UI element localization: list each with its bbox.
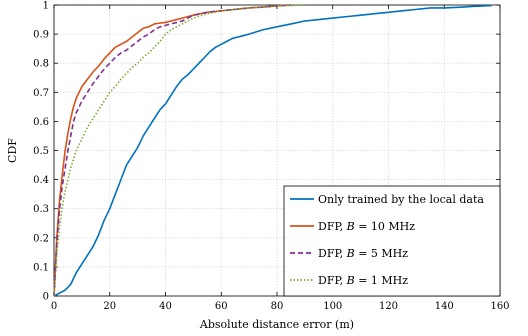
x-tick-label: 120 (379, 301, 398, 312)
y-tick-label: 0.5 (33, 146, 49, 157)
x-axis-label: Absolute distance error (m) (199, 318, 354, 331)
y-tick-label: 0.3 (33, 204, 49, 215)
y-axis-ticks: 0 0.1 0.2 0.3 0.4 0.5 0.6 0.7 0.8 0.9 1 (33, 1, 500, 303)
y-tick-label: 0.6 (33, 117, 49, 128)
x-tick-label: 80 (271, 301, 284, 312)
y-tick-label: 0.4 (33, 175, 49, 186)
y-axis-label: CDF (6, 138, 19, 163)
legend-label-4: DFP, B = 1 MHz (318, 274, 408, 287)
x-tick-label: 40 (159, 301, 172, 312)
y-tick-label: 0.7 (33, 88, 49, 99)
y-tick-label: 1 (43, 1, 49, 12)
x-tick-label: 60 (215, 301, 228, 312)
legend-label-3: DFP, B = 5 MHz (318, 247, 408, 260)
y-tick-label: 0.2 (33, 233, 49, 244)
legend-label-2: DFP, B = 10 MHz (318, 220, 415, 233)
x-tick-label: 20 (103, 301, 116, 312)
y-tick-label: 0.1 (33, 262, 49, 273)
x-tick-label: 0 (51, 301, 57, 312)
y-tick-label: 0 (43, 292, 49, 303)
legend-label-1: Only trained by the local data (318, 193, 484, 206)
series-line-4 (53, 4, 305, 297)
x-tick-label: 100 (323, 301, 342, 312)
legend-box (283, 185, 501, 297)
x-tick-label: 160 (490, 301, 509, 312)
series-lines (53, 4, 492, 297)
series-line-1 (53, 4, 492, 297)
y-tick-label: 0.8 (33, 59, 49, 70)
y-tick-label: 0.9 (33, 30, 49, 41)
series-line-2 (53, 4, 289, 297)
legend: Only trained by the local data DFP, B = 1… (283, 185, 501, 297)
series-line-3 (53, 4, 291, 297)
x-tick-label: 140 (435, 301, 454, 312)
